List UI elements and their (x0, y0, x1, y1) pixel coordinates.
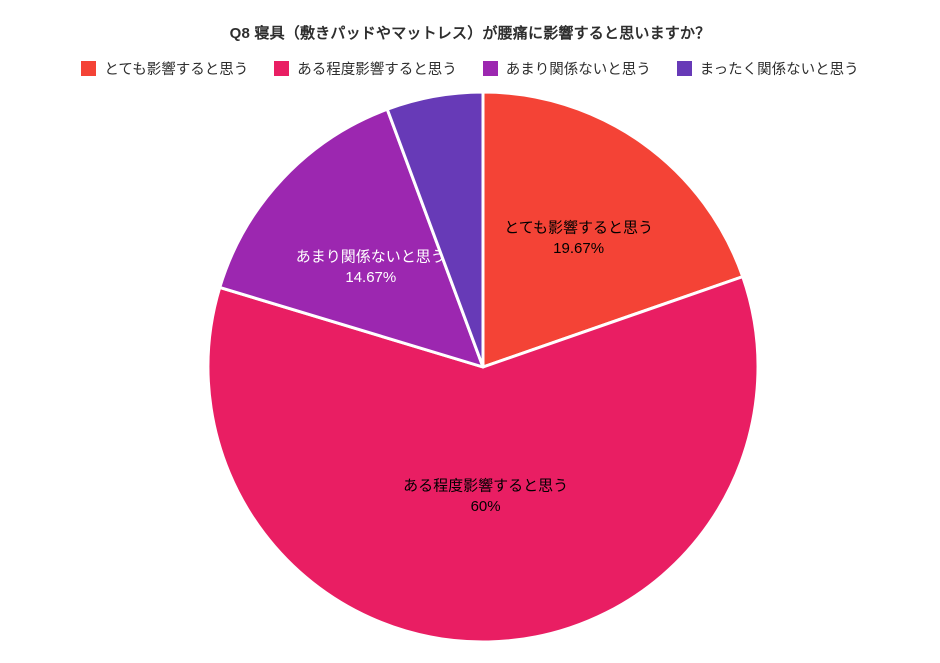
legend-label: ある程度影響すると思う (297, 62, 457, 78)
legend-label: まったく関係ないと思う (699, 62, 859, 78)
legend-item-1[interactable]: ある程度影響すると思う (274, 58, 457, 79)
pie-slice-3[interactable] (385, 90, 485, 369)
legend-item-0[interactable]: とても影響すると思う (81, 58, 248, 79)
pie-slice-2[interactable] (218, 107, 485, 369)
legend-swatch (676, 61, 692, 76)
legend-swatch (81, 61, 97, 76)
legend-item-3[interactable]: まったく関係ないと思う (676, 58, 859, 79)
legend-label: あまり関係ないと思う (505, 62, 651, 78)
pie-slice-1[interactable] (206, 275, 760, 644)
chart-title: Q8 寝具（敷きパッドやマットレス）が腰痛に影響すると思いますか？ (229, 25, 711, 42)
legend-item-2[interactable]: あまり関係ないと思う (482, 58, 651, 79)
legend-swatch (482, 61, 498, 76)
legend: とても影響すると思う ある程度影響すると思う あまり関係ないと思う まったく関係ないと… (0, 58, 940, 79)
legend-label: とても影響すると思う (104, 62, 249, 78)
legend-swatch (274, 61, 290, 76)
